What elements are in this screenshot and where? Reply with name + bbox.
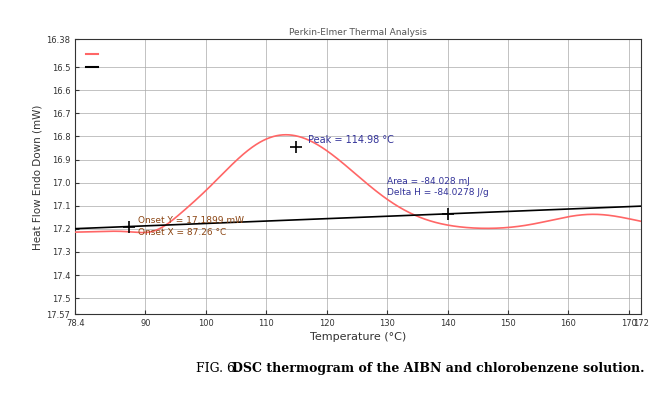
Title: Perkin-Elmer Thermal Analysis: Perkin-Elmer Thermal Analysis [289, 28, 427, 37]
Text: Onset Y = 17.1899 mW
Onset X = 87.26 °C: Onset Y = 17.1899 mW Onset X = 87.26 °C [138, 216, 244, 237]
Text: DSC thermogram of the AIBN and chlorobenzene solution.: DSC thermogram of the AIBN and chloroben… [232, 362, 645, 375]
X-axis label: Temperature (°C): Temperature (°C) [310, 332, 406, 342]
Text: FIG. 6.: FIG. 6. [196, 362, 243, 375]
Legend: , : , [82, 46, 108, 75]
Text: Area = -84.028 mJ
Delta H = -84.0278 J/g: Area = -84.028 mJ Delta H = -84.0278 J/g [387, 176, 489, 197]
Text: Peak = 114.98 °C: Peak = 114.98 °C [309, 135, 394, 145]
Y-axis label: Heat Flow Endo Down (mW): Heat Flow Endo Down (mW) [32, 104, 42, 250]
